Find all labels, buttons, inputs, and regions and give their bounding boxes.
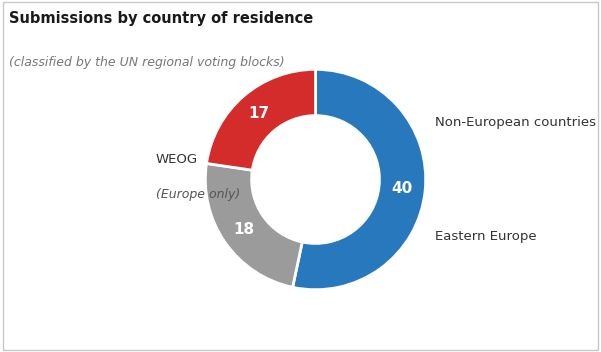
Text: WEOG: WEOG: [156, 153, 198, 166]
Text: Eastern Europe: Eastern Europe: [435, 230, 536, 243]
Wedge shape: [206, 163, 302, 287]
Text: Non-European countries: Non-European countries: [435, 116, 596, 129]
Text: 17: 17: [248, 106, 269, 121]
Text: 40: 40: [391, 181, 413, 196]
Text: (classified by the UN regional voting blocks): (classified by the UN regional voting bl…: [9, 56, 285, 69]
Wedge shape: [293, 69, 426, 290]
Text: Submissions by country of residence: Submissions by country of residence: [9, 11, 313, 26]
Text: 18: 18: [233, 222, 255, 237]
Text: (Europe only): (Europe only): [156, 188, 240, 201]
Wedge shape: [207, 69, 316, 170]
